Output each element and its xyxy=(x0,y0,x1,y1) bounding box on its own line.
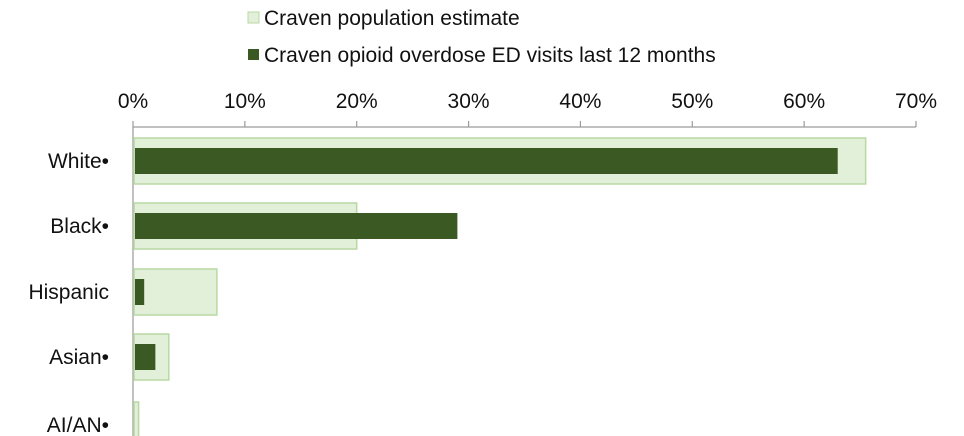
legend-swatch-population xyxy=(247,11,260,24)
x-tick-label: 40% xyxy=(559,90,601,113)
x-tick-label: 50% xyxy=(671,90,713,113)
bar-population xyxy=(133,401,140,436)
x-tick-label: 70% xyxy=(895,90,937,113)
bar-ed-visits xyxy=(135,279,145,305)
bars xyxy=(133,137,867,436)
bar-ed-visits xyxy=(135,213,458,239)
x-axis: 0% 10% 20% 30% 40% 50% 60% 70% xyxy=(118,90,937,436)
x-tick-label: 20% xyxy=(336,90,378,113)
legend-swatch-ed-visits xyxy=(248,49,259,60)
bar-ed-visits xyxy=(135,148,838,174)
category-label: Hispanic xyxy=(28,281,109,304)
legend-label-population: Craven population estimate xyxy=(264,7,520,30)
category-label: Asian• xyxy=(49,346,109,369)
x-tick-label: 30% xyxy=(448,90,490,113)
bar-population xyxy=(133,268,218,316)
x-tick-label: 0% xyxy=(118,90,148,113)
category-label: White• xyxy=(48,150,109,173)
x-tick-label: 10% xyxy=(224,90,266,113)
category-label: AI/AN• xyxy=(47,414,109,436)
bar-ed-visits xyxy=(135,344,156,370)
category-label: Black• xyxy=(50,215,109,238)
category-labels: White• Black• Hispanic Asian• AI/AN• xyxy=(28,150,109,436)
legend: Craven population estimate Craven opioid… xyxy=(247,7,716,67)
x-tick-label: 60% xyxy=(783,90,825,113)
legend-label-ed-visits: Craven opioid overdose ED visits last 12… xyxy=(264,44,716,67)
